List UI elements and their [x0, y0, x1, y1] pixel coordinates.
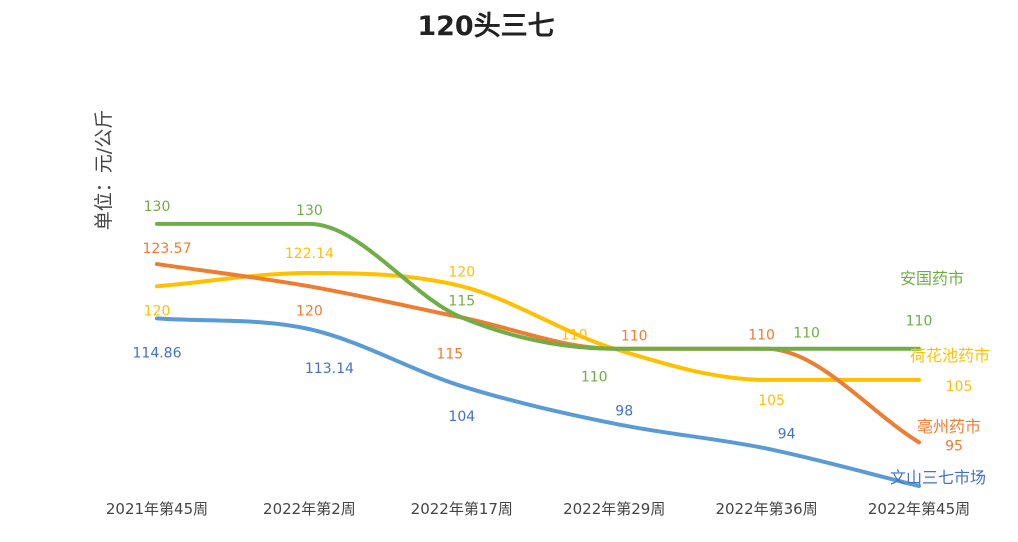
- data-label: 114.86: [133, 345, 182, 361]
- data-label: 104: [448, 409, 475, 425]
- series-name-label: 亳州药市: [917, 417, 981, 436]
- data-label: 115: [436, 347, 463, 363]
- x-axis-ticks: 2021年第45周 2022年第2周 2022年第17周 2022年第29周 2022年…: [106, 500, 970, 518]
- x-tick-label: 2022年第2周: [263, 500, 356, 518]
- data-label: 110: [581, 370, 608, 386]
- data-label: 115: [448, 294, 475, 310]
- data-labels: 130 130 115 110 110 110 123.57 120 115 110 110 95 12…: [133, 199, 973, 454]
- data-label: 98: [615, 404, 633, 420]
- data-label: 120: [144, 303, 171, 319]
- series-name-label: 安国药市: [900, 269, 964, 288]
- series-name-label: 荷花池药市: [910, 346, 990, 365]
- series-line: [155, 270, 921, 382]
- data-label: 110: [561, 328, 588, 344]
- data-label: 130: [144, 199, 171, 215]
- data-label: 110: [906, 314, 933, 330]
- data-label: 113.14: [305, 361, 354, 377]
- data-label: 123.57: [143, 241, 192, 257]
- data-label: 95: [945, 438, 963, 454]
- data-label: 105: [758, 393, 785, 409]
- data-label: 110: [748, 328, 775, 344]
- x-tick-label: 2021年第45周: [106, 500, 208, 518]
- data-label: 130: [296, 203, 323, 219]
- y-axis-label: 单位：元/公斤: [93, 110, 115, 230]
- x-tick-label: 2022年第29周: [563, 500, 665, 518]
- data-label: 110: [793, 326, 820, 342]
- data-label: 110: [621, 329, 648, 345]
- series-lines: [155, 221, 921, 488]
- data-label: 120: [448, 264, 475, 280]
- chart-title: 120头三七: [417, 11, 554, 42]
- data-label: 94: [778, 427, 796, 443]
- series-line: [155, 262, 921, 445]
- series-line: [155, 316, 921, 488]
- x-tick-label: 2022年第36周: [715, 500, 817, 518]
- x-tick-label: 2022年第45周: [868, 500, 970, 518]
- data-label: 120: [296, 303, 323, 319]
- data-label: 122.14: [285, 246, 334, 262]
- series-name-label: 文山三七市场: [890, 468, 986, 487]
- data-label: 105: [946, 379, 973, 395]
- x-tick-label: 2022年第17周: [411, 500, 513, 518]
- series-line: [155, 221, 921, 351]
